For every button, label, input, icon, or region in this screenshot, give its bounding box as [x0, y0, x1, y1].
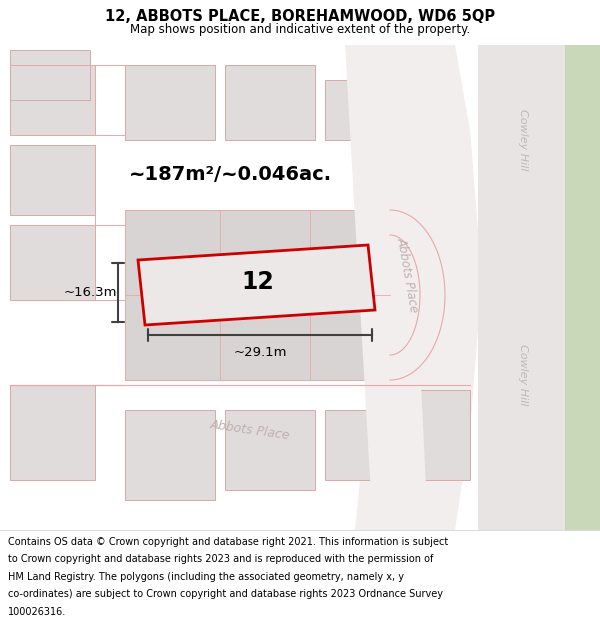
Text: 12, ABBOTS PLACE, BOREHAMWOOD, WD6 5QP: 12, ABBOTS PLACE, BOREHAMWOOD, WD6 5QP — [105, 9, 495, 24]
Polygon shape — [478, 45, 565, 530]
Polygon shape — [138, 245, 375, 325]
Polygon shape — [10, 225, 95, 300]
Polygon shape — [125, 65, 215, 140]
Text: Map shows position and indicative extent of the property.: Map shows position and indicative extent… — [130, 23, 470, 36]
Polygon shape — [410, 390, 470, 480]
Polygon shape — [10, 65, 95, 135]
Polygon shape — [10, 145, 95, 215]
Polygon shape — [325, 410, 395, 480]
Text: Contains OS data © Crown copyright and database right 2021. This information is : Contains OS data © Crown copyright and d… — [8, 537, 448, 547]
Polygon shape — [345, 45, 428, 530]
Polygon shape — [390, 210, 445, 380]
Polygon shape — [10, 385, 95, 480]
Polygon shape — [355, 45, 478, 530]
Polygon shape — [125, 210, 390, 380]
Polygon shape — [10, 50, 90, 100]
Polygon shape — [325, 80, 390, 140]
Polygon shape — [225, 65, 315, 140]
Text: Abbots Place: Abbots Place — [395, 236, 421, 314]
Text: 100026316.: 100026316. — [8, 607, 66, 617]
Polygon shape — [125, 410, 215, 500]
Text: 12: 12 — [242, 270, 274, 294]
Text: ~187m²/~0.046ac.: ~187m²/~0.046ac. — [128, 166, 332, 184]
Text: HM Land Registry. The polygons (including the associated geometry, namely x, y: HM Land Registry. The polygons (includin… — [8, 572, 404, 582]
Text: Cowley Hill: Cowley Hill — [518, 109, 528, 171]
Text: ~29.1m: ~29.1m — [233, 346, 287, 359]
Text: to Crown copyright and database rights 2023 and is reproduced with the permissio: to Crown copyright and database rights 2… — [8, 554, 433, 564]
Text: ~16.3m: ~16.3m — [63, 286, 117, 299]
Polygon shape — [565, 45, 600, 530]
Polygon shape — [225, 410, 315, 490]
Text: Abbots Place: Abbots Place — [209, 418, 291, 442]
Text: Cowley Hill: Cowley Hill — [518, 344, 528, 406]
Text: co-ordinates) are subject to Crown copyright and database rights 2023 Ordnance S: co-ordinates) are subject to Crown copyr… — [8, 589, 443, 599]
